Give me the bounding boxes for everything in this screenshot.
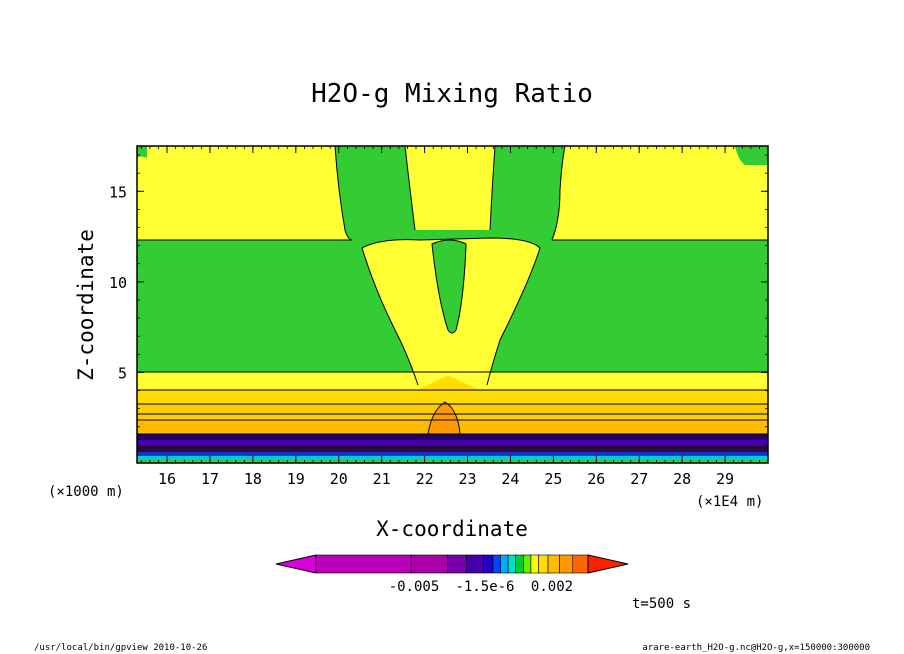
x-tick-label: 29	[716, 470, 734, 488]
contour-field	[137, 145, 768, 463]
x-tick-label: 21	[373, 470, 391, 488]
x-axis-label: X-coordinate	[376, 517, 528, 541]
colorbar-cell	[500, 554, 509, 574]
y-tick-label: 15	[109, 183, 127, 201]
x-tick-label: 22	[416, 470, 434, 488]
x-tick-label: 26	[587, 470, 605, 488]
x-axis: 16 17 18 19 20 21 22 23 24 25 26 27 28 29	[140, 146, 769, 488]
colorbar-cell	[523, 554, 532, 574]
colorbar-cell	[410, 554, 448, 574]
colorbar-cell	[559, 554, 574, 574]
y-tick-label: 5	[118, 364, 127, 382]
colorbar	[275, 554, 629, 574]
colorbar-cell	[492, 554, 501, 574]
colorbar-cell	[315, 554, 412, 574]
x-unit-right: (×1E4 m)	[696, 494, 763, 510]
x-tick-label: 20	[330, 470, 348, 488]
y-tick-label: 10	[109, 274, 127, 292]
colorbar-cell	[538, 554, 549, 574]
time-label: t=500 s	[632, 596, 691, 612]
x-tick-label: 25	[544, 470, 562, 488]
colorbar-cell	[446, 554, 467, 574]
x-tick-label: 28	[673, 470, 691, 488]
colorbar-cell	[530, 554, 539, 574]
x-tick-label: 24	[501, 470, 519, 488]
colorbar-cell	[483, 554, 494, 574]
x-tick-label: 19	[287, 470, 305, 488]
colorbar-tick-label: 0.002	[531, 579, 573, 595]
colorbar-labels: -0.005 -1.5e-6 0.002	[389, 579, 573, 595]
x-tick-label: 16	[158, 470, 176, 488]
chart-title: H2O-g Mixing Ratio	[311, 79, 593, 109]
y-axis-label: Z-coordinate	[74, 229, 98, 381]
colorbar-cell	[572, 554, 589, 574]
y-axis: 5 10 15	[109, 154, 768, 446]
colorbar-cell	[507, 554, 517, 574]
x-unit-left: (×1000 m)	[48, 484, 124, 500]
footer-right: arare-earth_H2O-g.nc@H2O-g,x=150000:3000…	[642, 643, 870, 653]
footer-left: /usr/local/bin/gpview 2010-10-26	[34, 643, 207, 653]
plot-frame	[136, 145, 769, 464]
colorbar-tick-label: -0.005	[389, 579, 440, 595]
colorbar-cell	[515, 554, 524, 574]
x-tick-label: 18	[244, 470, 262, 488]
colorbar-cell	[547, 554, 560, 574]
x-tick-label: 17	[201, 470, 219, 488]
colorbar-arrow-left	[275, 554, 317, 574]
colorbar-arrow-right	[587, 554, 629, 574]
colorbar-tick-label: -1.5e-6	[455, 579, 514, 595]
colorbar-cell	[465, 554, 484, 574]
x-tick-label: 27	[630, 470, 648, 488]
x-tick-label: 23	[458, 470, 476, 488]
